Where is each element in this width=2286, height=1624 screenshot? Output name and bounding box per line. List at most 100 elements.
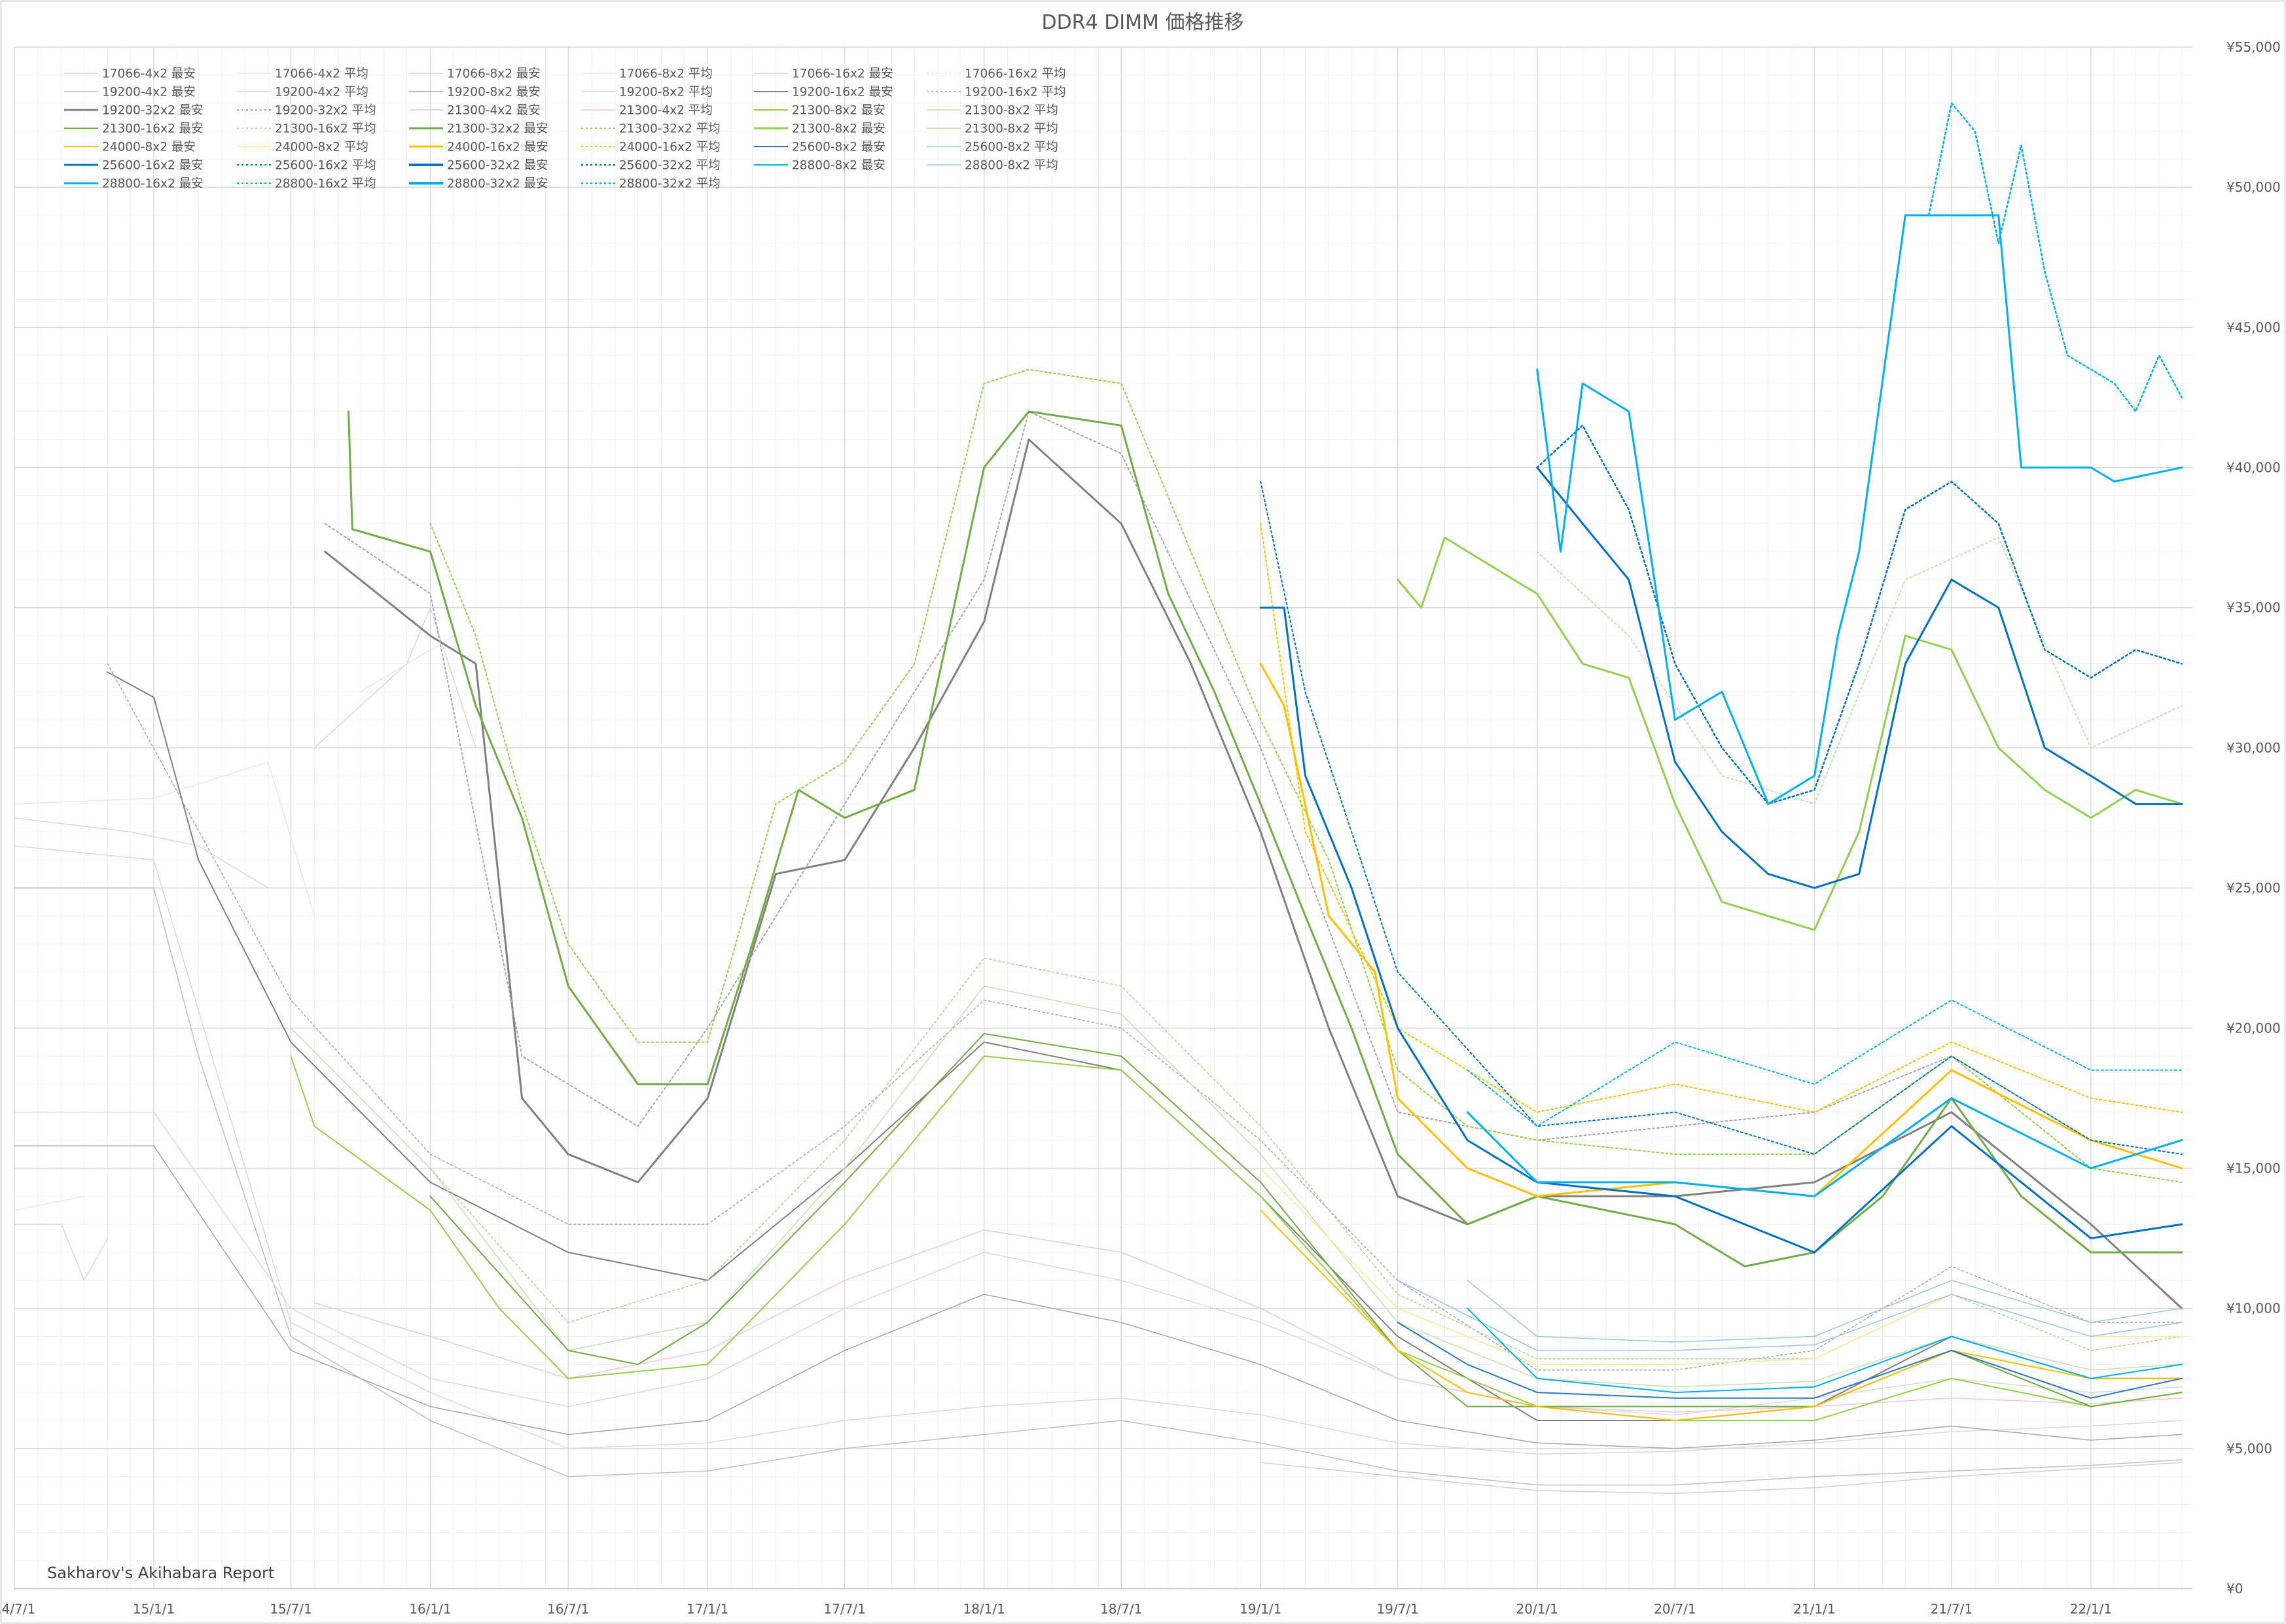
legend-label: 19200-32x2 平均 xyxy=(275,104,376,118)
legend-label: 28800-16x2 最安 xyxy=(102,177,204,191)
legend-label: 17066-8x2 最安 xyxy=(447,67,541,81)
x-tick-label: 20/1/1 xyxy=(1516,1601,1558,1617)
series-line xyxy=(14,845,2183,1455)
y-tick-label: ¥45,000 xyxy=(2226,319,2281,335)
legend-label: 28800-8x2 最安 xyxy=(792,159,885,173)
legend-label: 25600-16x2 平均 xyxy=(275,159,376,173)
legend-label: 25600-8x2 最安 xyxy=(792,141,885,154)
y-tick-label: ¥0 xyxy=(2226,1581,2243,1597)
x-tick-label: 16/1/1 xyxy=(409,1601,451,1617)
y-axis-tick-labels: ¥0 ¥5,000 ¥10,000 ¥15,000 ¥20,000 ¥25,000 ¥30,… xyxy=(2226,39,2281,1597)
series-line xyxy=(1259,662,2183,1197)
y-tick-label: ¥50,000 xyxy=(2226,179,2281,195)
series-line xyxy=(1467,1307,2183,1394)
series-line xyxy=(1536,214,2183,805)
series-line xyxy=(1260,1209,2183,1421)
series-line xyxy=(1467,1280,2183,1343)
legend-label: 25600-16x2 最安 xyxy=(102,159,204,173)
legend-label: 17066-8x2 平均 xyxy=(619,67,713,81)
series-line xyxy=(14,817,269,889)
y-tick-label: ¥10,000 xyxy=(2226,1301,2281,1316)
series-line xyxy=(1397,537,2183,931)
y-tick-label: ¥20,000 xyxy=(2226,1020,2281,1036)
legend-label: 17066-16x2 最安 xyxy=(792,67,893,81)
legend-label: 28800-32x2 平均 xyxy=(619,177,721,191)
legend-label: 19200-16x2 平均 xyxy=(965,86,1066,99)
series-line xyxy=(14,1145,2183,1449)
x-tick-label: 20/7/1 xyxy=(1654,1601,1696,1617)
series-line xyxy=(290,1055,2183,1421)
series-line xyxy=(1466,1097,2183,1197)
y-tick-label: ¥55,000 xyxy=(2226,39,2281,55)
x-axis-tick-labels: 14/7/1 15/1/1 15/7/1 16/1/1 16/7/1 17/1/1 17/7… xyxy=(0,1601,2112,1617)
legend-label: 24000-8x2 最安 xyxy=(102,141,196,154)
series-line xyxy=(14,1112,2183,1416)
legend-label: 21300-4x2 最安 xyxy=(447,104,541,118)
legend-label: 24000-16x2 平均 xyxy=(619,141,721,154)
chart-title: DDR4 DIMM 価格推移 xyxy=(1042,11,1244,34)
legend-label: 19200-4x2 最安 xyxy=(102,86,196,99)
series-line xyxy=(1259,607,2183,1254)
legend-label: 17066-16x2 平均 xyxy=(965,67,1066,81)
series-line xyxy=(14,761,315,917)
series-line xyxy=(1397,1280,2183,1351)
x-tick-label: 18/1/1 xyxy=(963,1601,1005,1617)
legend-label: 21300-8x2 平均 xyxy=(965,122,1058,136)
legend-label: 28800-16x2 平均 xyxy=(275,177,376,191)
series-line xyxy=(324,438,2183,1310)
series-line xyxy=(1260,523,2183,1113)
series-line xyxy=(429,368,2183,1183)
y-tick-label: ¥5,000 xyxy=(2226,1441,2272,1456)
x-tick-label: 17/7/1 xyxy=(824,1601,866,1617)
series-line xyxy=(360,635,455,692)
series-line xyxy=(1260,1462,2183,1494)
x-tick-label: 15/7/1 xyxy=(270,1601,312,1617)
legend-label: 19200-8x2 最安 xyxy=(447,86,541,99)
legend-label: 21300-32x2 平均 xyxy=(619,122,721,136)
legend-label: 28800-8x2 平均 xyxy=(965,159,1058,173)
legend-label: 21300-8x2 最安 xyxy=(792,122,885,136)
series-line xyxy=(313,607,476,749)
x-tick-label: 17/1/1 xyxy=(687,1601,728,1617)
x-tick-label: 18/7/1 xyxy=(1100,1601,1142,1617)
gridlines xyxy=(14,46,2192,1589)
legend-label: 25600-8x2 平均 xyxy=(965,141,1058,154)
legend-label: 19200-32x2 最安 xyxy=(102,104,204,118)
series-line xyxy=(324,410,2183,1169)
legend-label: 24000-8x2 平均 xyxy=(275,141,368,154)
legend-label: 17066-4x2 最安 xyxy=(102,67,196,81)
series-line xyxy=(1397,1322,2183,1399)
series-line xyxy=(1927,102,2183,413)
legend-label: 19200-4x2 平均 xyxy=(275,86,368,99)
series-line xyxy=(1260,481,2183,1155)
legend-label: 21300-32x2 最安 xyxy=(447,122,548,136)
y-tick-label: ¥25,000 xyxy=(2226,880,2281,896)
legend-label: 21300-16x2 平均 xyxy=(275,122,376,136)
x-tick-label: 19/7/1 xyxy=(1377,1601,1419,1617)
series-line xyxy=(1536,425,2183,805)
legend-label: 28800-32x2 最安 xyxy=(447,177,548,191)
series-line xyxy=(290,985,2183,1388)
y-tick-label: ¥35,000 xyxy=(2226,600,2281,616)
y-tick-label: ¥30,000 xyxy=(2226,740,2281,756)
series-line xyxy=(14,1195,85,1211)
y-tick-label: ¥15,000 xyxy=(2226,1160,2281,1176)
series-line xyxy=(1536,537,2183,805)
legend: 17066-4x2 最安 17066-4x2 平均 17066-8x2 最安 1706… xyxy=(64,67,1066,191)
legend-label: 21300-8x2 平均 xyxy=(965,104,1058,118)
series-line xyxy=(107,671,2183,1421)
series-line xyxy=(14,887,2183,1486)
series-line xyxy=(14,1224,109,1281)
legend-label: 21300-4x2 平均 xyxy=(619,104,713,118)
x-tick-label: 16/7/1 xyxy=(547,1601,589,1617)
legend-label: 21300-8x2 最安 xyxy=(792,104,885,118)
series-line xyxy=(1536,467,2183,889)
chart-credit: Sakharov's Akihabara Report xyxy=(47,1564,274,1582)
x-tick-label: 22/1/1 xyxy=(2070,1601,2112,1617)
x-tick-label: 19/1/1 xyxy=(1240,1601,1281,1617)
series-lines xyxy=(14,102,2183,1494)
series-line xyxy=(313,1229,2183,1413)
legend-label: 19200-16x2 最安 xyxy=(792,86,893,99)
